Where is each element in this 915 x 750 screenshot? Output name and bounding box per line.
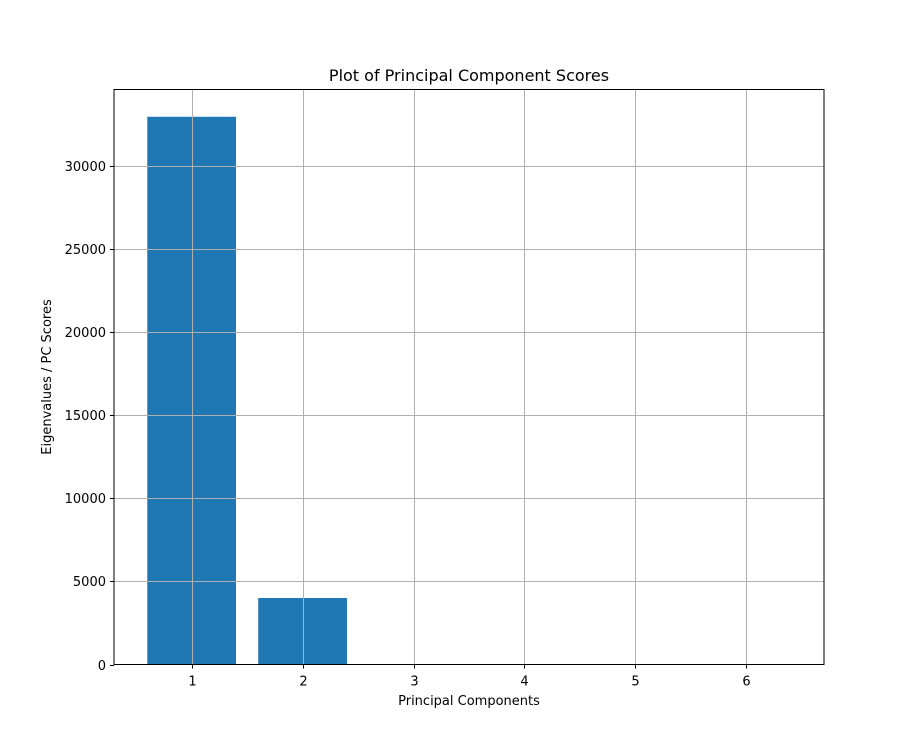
y-tick-label-1: 5000 <box>73 575 106 590</box>
x-tick-label-2: 2 <box>299 675 307 690</box>
x-tick-label-6: 6 <box>742 675 750 690</box>
y-tick-label-3: 15000 <box>65 409 106 424</box>
x-tick-label-4: 4 <box>520 675 528 690</box>
y-tick-label-6: 30000 <box>65 160 106 175</box>
x-tick-label-3: 3 <box>410 675 418 690</box>
y-tick-label-4: 20000 <box>65 326 106 341</box>
y-axis-label: Eigenvalues / PC Scores <box>40 299 55 455</box>
y-tick-label-2: 10000 <box>65 492 106 507</box>
bar-1 <box>147 117 236 665</box>
y-tick-label-0: 0 <box>98 659 106 674</box>
x-axis-label: Principal Components <box>398 694 540 709</box>
x-tick-label-1: 1 <box>188 675 196 690</box>
x-tick-label-5: 5 <box>631 675 639 690</box>
bar-2 <box>258 598 347 664</box>
y-tick-label-5: 25000 <box>65 243 106 258</box>
chart-title: Plot of Principal Component Scores <box>329 66 609 85</box>
bars <box>147 117 790 665</box>
